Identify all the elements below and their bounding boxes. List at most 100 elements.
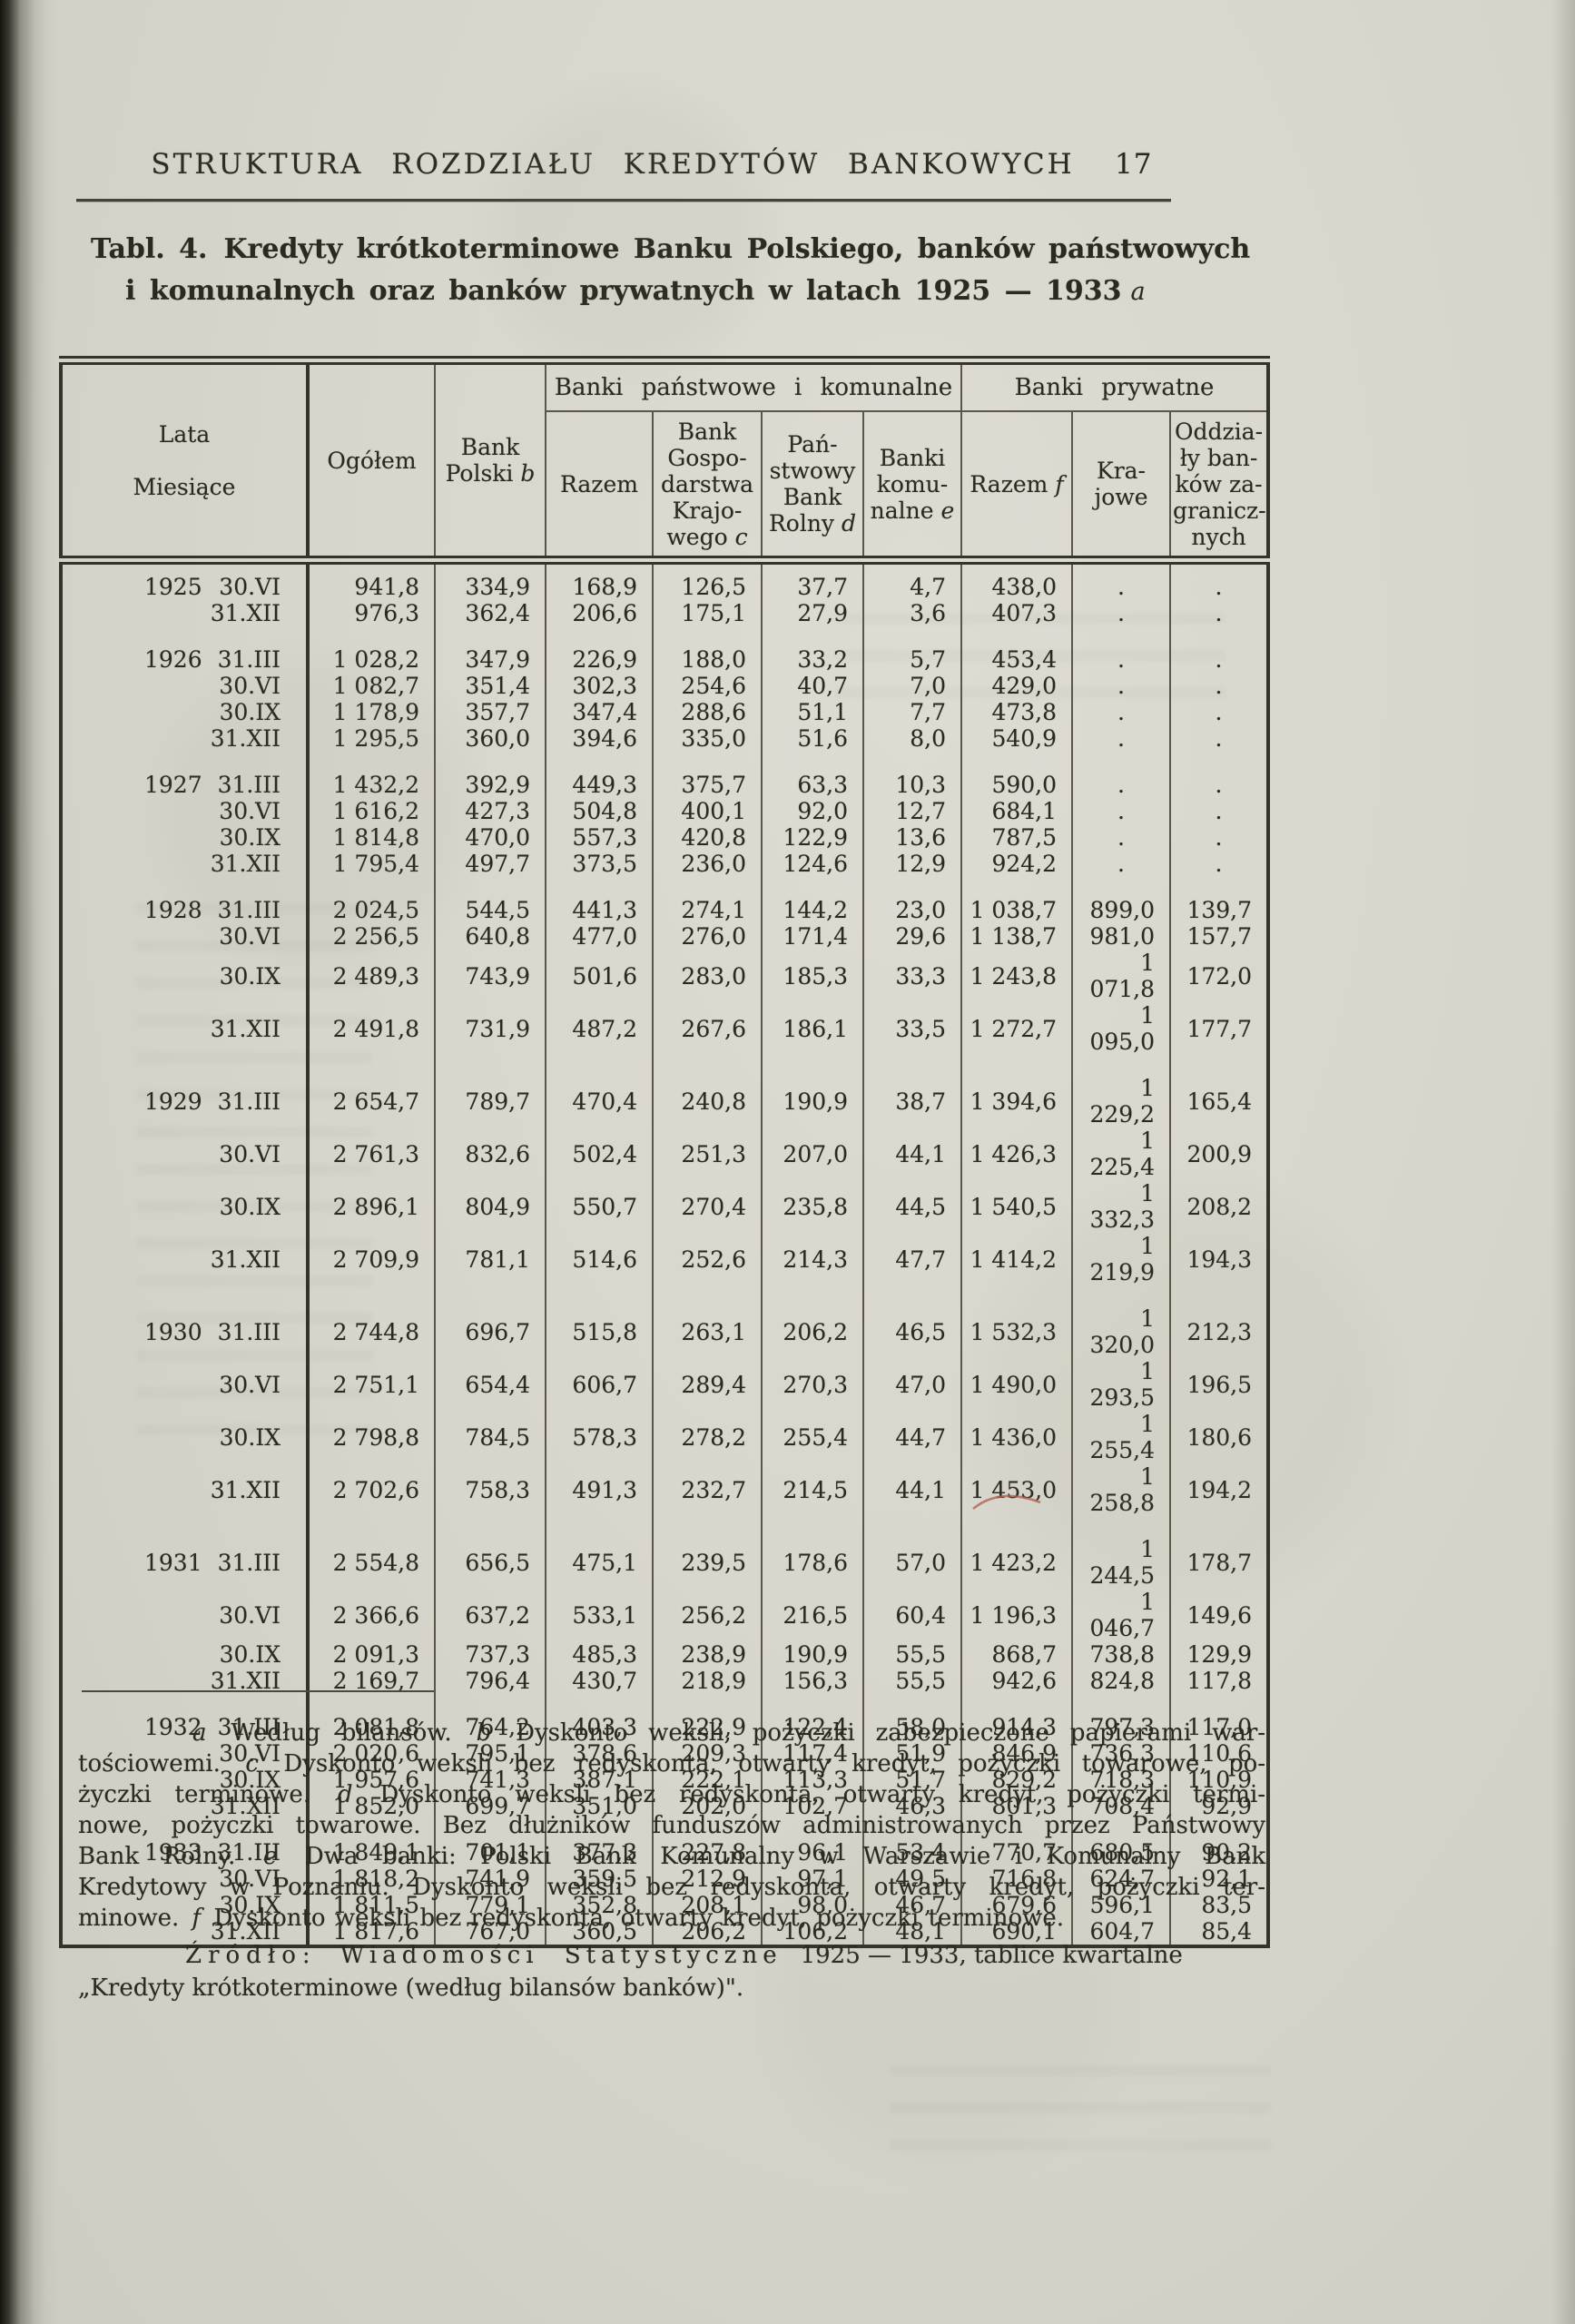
cell-bank-polski: 637,2 bbox=[434, 1589, 546, 1641]
cell-oddzialy-bankow-zagranicznych: 90,2 bbox=[1169, 1839, 1269, 1866]
cell-razem-panstwowe: 502,4 bbox=[545, 1128, 653, 1180]
footnote-line: Kredytowy w Poznaniu. Dyskonto weksli be… bbox=[78, 1874, 1265, 1901]
cell-period: 30.IX bbox=[61, 1411, 310, 1463]
cell-krajowe: 604,7 bbox=[1071, 1918, 1171, 1946]
cell-bank-gospodarstwa-krajowego: 400,1 bbox=[652, 798, 762, 824]
cell-ogolem: 2 654,7 bbox=[307, 1075, 435, 1128]
cell-razem-panstwowe: 373,5 bbox=[545, 851, 653, 877]
date-label: 30.VI bbox=[219, 1371, 281, 1398]
cell-bank-polski: 360,0 bbox=[434, 725, 546, 752]
cell-razem-prywatne: 1 540,5 bbox=[960, 1180, 1073, 1233]
cell-bank-gospodarstwa-krajowego: 218,9 bbox=[652, 1668, 762, 1694]
date-label: 31.XII bbox=[210, 1793, 281, 1819]
cell-bank-gospodarstwa-krajowego: 212,9 bbox=[652, 1866, 762, 1892]
cell-ogolem: 2 709,9 bbox=[307, 1233, 435, 1285]
cell-krajowe: 1 219,9 bbox=[1071, 1233, 1171, 1285]
cell-period: 30.VI bbox=[61, 1740, 310, 1767]
cell-razem-prywatne: 1 243,8 bbox=[960, 950, 1073, 1002]
cell-razem-prywatne: 1 426,3 bbox=[960, 1128, 1073, 1180]
date-label: 30.VI bbox=[219, 923, 281, 950]
cell-banki-komunalne: 12,7 bbox=[861, 798, 962, 824]
cell-banki-komunalne: 51,7 bbox=[861, 1767, 962, 1793]
cell-panstwowy-bank-rolny: 214,5 bbox=[761, 1463, 863, 1516]
cell-krajowe: 797,3 bbox=[1071, 1714, 1171, 1740]
cell-panstwowy-bank-rolny: 186,1 bbox=[761, 1002, 863, 1055]
cell-banki-komunalne: 4,7 bbox=[861, 560, 962, 600]
cell-bank-polski: 764,2 bbox=[434, 1714, 546, 1740]
date-label: 31.XII bbox=[210, 1668, 281, 1694]
cell-period: 1930 31.III bbox=[61, 1305, 310, 1358]
caption-text-1: Kredyty krótkoterminowe Banku Polskiego,… bbox=[223, 233, 1251, 265]
cell-bank-gospodarstwa-krajowego: 289,4 bbox=[652, 1358, 762, 1411]
cell-razem-prywatne: 801,3 bbox=[960, 1793, 1073, 1819]
date-label: 30.IX bbox=[219, 824, 281, 851]
col-header-krajowe: Kra- jowe bbox=[1071, 411, 1171, 565]
cell-period: 31.XII bbox=[61, 1002, 310, 1055]
table-row-1933-31.XII: 31.XII 1 817,6 767,0 360,5 206,2 106,2 48,1 690… bbox=[61, 1918, 1269, 1946]
cell-oddzialy-bankow-zagranicznych: 172,0 bbox=[1169, 950, 1269, 1002]
cell-panstwowy-bank-rolny: 270,3 bbox=[761, 1358, 863, 1411]
caption-text-2: i komunalnych oraz banków prywatnych w l… bbox=[125, 275, 1122, 307]
cell-bank-polski: 427,3 bbox=[434, 798, 546, 824]
cell-panstwowy-bank-rolny: 122,4 bbox=[761, 1714, 863, 1740]
footnote-line: Bank Rolny. e Dwa banki: Polski Bank Kom… bbox=[78, 1843, 1266, 1870]
cell-bank-polski: 470,0 bbox=[434, 824, 546, 851]
date-label: 31.III bbox=[217, 646, 281, 673]
cell-panstwowy-bank-rolny: 156,3 bbox=[761, 1668, 863, 1694]
cell-razem-prywatne: 1 272,7 bbox=[960, 1002, 1073, 1055]
cell-oddzialy-bankow-zagranicznych: 85,4 bbox=[1169, 1918, 1269, 1946]
date-label: 30.VI bbox=[219, 1866, 281, 1892]
cell-banki-komunalne: 38,7 bbox=[861, 1075, 962, 1128]
cell-bank-polski: 779,1 bbox=[434, 1892, 546, 1918]
cell-bank-polski: 544,5 bbox=[434, 897, 546, 923]
year-group-gap bbox=[61, 626, 1269, 646]
cell-krajowe: 981,0 bbox=[1071, 923, 1171, 950]
table-row-1931-31.XII: 31.XII 2 169,7 796,4 430,7 218,9 156,3 55,5 942… bbox=[61, 1668, 1269, 1694]
cell-panstwowy-bank-rolny: 190,9 bbox=[761, 1075, 863, 1128]
cell-krajowe: 596,1 bbox=[1071, 1892, 1171, 1918]
cell-krajowe: 624,7 bbox=[1071, 1866, 1171, 1892]
cell-bank-polski: 362,4 bbox=[434, 600, 546, 626]
cell-panstwowy-bank-rolny: 98,0 bbox=[761, 1892, 863, 1918]
table-row-1925-30.VI: 1925 30.VI 941,8 334,9 168,9 126,5 37,7 4,7 438,… bbox=[61, 560, 1269, 600]
cell-krajowe: 899,0 bbox=[1071, 897, 1171, 923]
year-group-gap bbox=[61, 1694, 1269, 1714]
cell-ogolem: 2 798,8 bbox=[307, 1411, 435, 1463]
col-header-razem-panstwowe: Razem bbox=[545, 411, 653, 565]
cell-bank-gospodarstwa-krajowego: 288,6 bbox=[652, 699, 762, 725]
table-row-1933-30.VI: 30.VI 1 818,2 741,9 359,5 212,9 97,1 49,5 716,8… bbox=[61, 1866, 1269, 1892]
date-label: 30.IX bbox=[219, 699, 281, 725]
footnotes-block: a Według bilansów. b Dyskonto weksli, po… bbox=[78, 1718, 1265, 1934]
cell-period: 31.XII bbox=[61, 725, 310, 752]
cell-panstwowy-bank-rolny: 92,0 bbox=[761, 798, 863, 824]
cell-oddzialy-bankow-zagranicznych: . bbox=[1169, 798, 1269, 824]
year-label: 1927 bbox=[144, 772, 202, 798]
cell-banki-komunalne: 23,0 bbox=[861, 897, 962, 923]
cell-razem-panstwowe: 487,2 bbox=[545, 1002, 653, 1055]
cell-krajowe: . bbox=[1071, 798, 1171, 824]
col-header-lata-miesiace: Lata Miesiące bbox=[61, 360, 310, 565]
cell-oddzialy-bankow-zagranicznych: 157,7 bbox=[1169, 923, 1269, 950]
table-row-1930-30.VI: 30.VI 2 751,1 654,4 606,7 289,4 270,3 47,0 1 49… bbox=[61, 1358, 1269, 1411]
cell-bank-polski: 696,7 bbox=[434, 1305, 546, 1358]
cell-panstwowy-bank-rolny: 122,9 bbox=[761, 824, 863, 851]
cell-krajowe: 824,8 bbox=[1071, 1668, 1171, 1694]
cell-razem-prywatne: 787,5 bbox=[960, 824, 1073, 851]
cell-period: 30.VI bbox=[61, 1866, 310, 1892]
date-label: 31.XII bbox=[210, 1015, 281, 1042]
cell-panstwowy-bank-rolny: 37,7 bbox=[761, 560, 863, 600]
cell-ogolem: 2 366,6 bbox=[307, 1589, 435, 1641]
date-label: 31.XII bbox=[210, 1476, 281, 1503]
cell-razem-prywatne: 540,9 bbox=[960, 725, 1073, 752]
cell-bank-polski: 731,9 bbox=[434, 1002, 546, 1055]
cell-ogolem: 1 849,1 bbox=[307, 1839, 435, 1866]
footnote-line: tościowemi. c Dyskonto weksli bez redysk… bbox=[78, 1750, 1266, 1777]
table-caption: Tabl. 4. Kredyty krótkoterminowe Banku Po… bbox=[91, 232, 1298, 310]
cell-krajowe: 736,3 bbox=[1071, 1740, 1171, 1767]
cell-ogolem: 1 028,2 bbox=[307, 646, 435, 673]
cell-bank-gospodarstwa-krajowego: 267,6 bbox=[652, 1002, 762, 1055]
credits-table: Lata Miesiące Ogółem Bank Polski b Banki pa… bbox=[59, 356, 1271, 1948]
cell-oddzialy-bankow-zagranicznych: 110,9 bbox=[1169, 1767, 1269, 1793]
table-row-1930-31.XII: 31.XII 2 702,6 758,3 491,3 232,7 214,5 44,1 1 4… bbox=[61, 1463, 1269, 1516]
year-label: 1929 bbox=[144, 1088, 202, 1115]
